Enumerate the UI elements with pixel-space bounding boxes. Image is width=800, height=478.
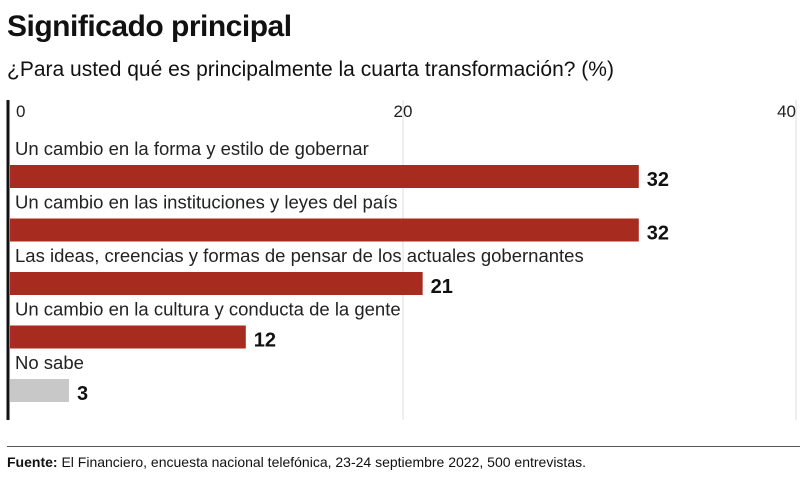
source-note: Fuente: El Financiero, encuesta nacional… <box>7 454 586 470</box>
value-label: 32 <box>647 169 669 191</box>
value-label: 32 <box>647 223 669 245</box>
category-label: Un cambio en la cultura y conducta de la… <box>15 299 401 320</box>
x-tick-label: 40 <box>777 102 796 121</box>
category-label: Las ideas, creencias y formas de pensar … <box>15 245 584 266</box>
bar <box>10 272 423 295</box>
value-label: 12 <box>254 330 276 352</box>
value-label: 3 <box>77 383 88 405</box>
chart-title: Significado principal <box>7 10 292 43</box>
category-label: No sabe <box>15 352 84 373</box>
bar <box>10 218 639 242</box>
bar-chart: 0 20 40 Un cambio en la forma y estilo de g… <box>6 100 797 420</box>
value-label: 21 <box>431 276 453 298</box>
category-label: Un cambio en la forma y estilo de gobern… <box>15 138 369 159</box>
source-text: El Financiero, encuesta nacional telefón… <box>57 454 586 470</box>
source-label: Fuente: <box>7 454 58 470</box>
x-tick-label: 20 <box>394 102 413 121</box>
footer-divider <box>7 446 800 447</box>
chart-subtitle: ¿Para usted qué es principalmente la cua… <box>7 58 614 81</box>
category-label: Un cambio en las instituciones y leyes d… <box>15 192 398 213</box>
x-tick-label: 0 <box>16 102 25 121</box>
bar <box>10 325 246 349</box>
bar <box>10 379 69 402</box>
bar <box>10 165 639 188</box>
